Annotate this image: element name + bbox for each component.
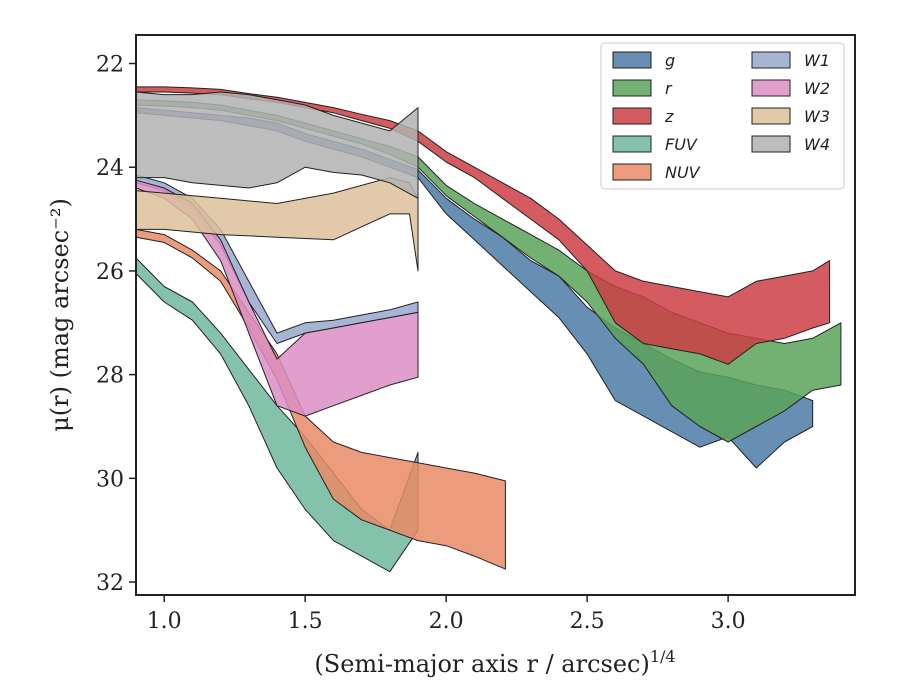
legend-label-g: g	[665, 51, 675, 70]
area-z	[135, 86, 831, 365]
y-axis: 22 24 26 28 30 32	[96, 53, 136, 596]
legend-label-r: r	[665, 79, 673, 98]
legend-swatch-w2	[751, 79, 791, 97]
area-w4	[135, 91, 419, 199]
x-tick-label: 3.0	[711, 609, 746, 634]
y-tick-label: 30	[96, 467, 124, 492]
legend-label-z: z	[664, 107, 674, 126]
legend-swatch-fuv	[612, 135, 652, 153]
legend-swatch-w3	[751, 107, 791, 125]
x-axis-title: (Semi-major axis r / arcsec)1/4	[314, 647, 675, 678]
legend-swatch-w4	[751, 135, 791, 153]
area-w2	[135, 179, 419, 417]
legend-swatch-g	[612, 51, 652, 69]
legend-swatch-r	[612, 79, 652, 97]
legend-label-fuv: FUV	[665, 135, 698, 154]
x-tick-label: 2.0	[429, 609, 464, 634]
y-axis-title: μ(r) (mag arcsec⁻²)	[46, 198, 74, 432]
plot-frame	[135, 34, 856, 596]
x-tick-label: 1.5	[288, 609, 323, 634]
legend-label-w1: W1	[804, 51, 830, 70]
x-axis-title-main: (Semi-major axis r / arcsec)	[314, 650, 649, 678]
legend: grz FUV NUV W1 W2 W3 W4	[600, 42, 845, 190]
area-w3	[135, 177, 419, 272]
legend-swatch-w1	[751, 51, 791, 69]
legend-label-nuv: NUV	[665, 163, 701, 182]
legend-swatch-z	[612, 107, 652, 125]
legend-swatch-nuv	[612, 163, 652, 181]
x-axis-title-exponent: 1/4	[650, 647, 676, 666]
legend-label-w4: W4	[804, 135, 830, 154]
y-tick-label: 24	[96, 156, 124, 181]
x-axis: 1.0 1.5 2.0 2.5 3.0	[147, 595, 746, 634]
y-tick-label: 32	[96, 571, 124, 596]
series-areas	[135, 86, 842, 573]
legend-label-w3: W3	[804, 107, 830, 126]
y-tick-label: 26	[96, 260, 124, 285]
legend-label-w2: W2	[804, 79, 830, 98]
y-tick-label: 28	[96, 364, 124, 389]
y-tick-label: 22	[96, 53, 124, 78]
x-tick-label: 2.5	[570, 609, 605, 634]
x-tick-label: 1.0	[147, 609, 182, 634]
